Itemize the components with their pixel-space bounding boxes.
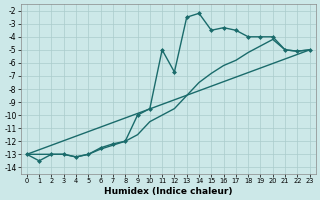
X-axis label: Humidex (Indice chaleur): Humidex (Indice chaleur) bbox=[104, 187, 233, 196]
